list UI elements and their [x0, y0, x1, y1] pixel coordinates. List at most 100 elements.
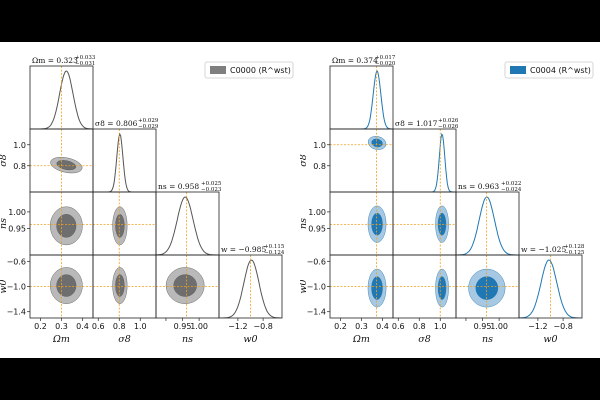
panel-title-sup: +0.029 — [138, 118, 159, 124]
panel-frame — [218, 254, 283, 319]
panel-3-3 — [518, 254, 583, 319]
panel-frame — [329, 65, 394, 130]
panel-1-1 — [92, 128, 157, 193]
x-tick-label: −1.2 — [228, 322, 247, 331]
y-tick-label: 1.0 — [13, 141, 26, 150]
x-tick-label: 1.00 — [190, 322, 208, 331]
x-tick-label: 0.3 — [355, 322, 368, 331]
x-axis-label: ns — [182, 334, 193, 345]
y-tick-label: −1.0 — [7, 283, 26, 292]
x-axis-label: w0 — [543, 334, 557, 345]
panel-content — [156, 192, 219, 255]
panel-title-sub: −0.026 — [438, 124, 459, 130]
panel-content — [330, 129, 393, 192]
panel-3-3 — [218, 254, 283, 319]
panel-title-sup: +0.128 — [564, 244, 585, 250]
panel-content — [456, 192, 519, 255]
contour-1sigma — [437, 276, 447, 300]
y-tick-label: −0.6 — [7, 257, 26, 266]
x-tick-label: 0.8 — [113, 322, 126, 331]
x-tick-label: 0.4 — [376, 322, 389, 331]
panel-content — [30, 66, 93, 129]
panel-content — [30, 129, 93, 192]
y-tick-label: 0.8 — [313, 162, 326, 171]
panel-content — [219, 255, 282, 318]
marginal-curve — [393, 133, 456, 192]
panel-content — [393, 255, 456, 318]
panel-title: Ωm = 0.374 — [332, 56, 378, 65]
x-tick-label: 0.95 — [474, 322, 492, 331]
panel-3-0 — [329, 254, 394, 319]
panel-title: σ8 = 1.017 — [395, 119, 438, 128]
x-tick-label: −0.8 — [553, 322, 572, 331]
panel-2-2 — [155, 191, 220, 256]
panel-frame — [329, 128, 394, 193]
x-axis-label: Ωm — [52, 334, 70, 345]
y-axis-label: ns — [0, 218, 9, 229]
panel-title-sup: +0.115 — [264, 244, 285, 250]
x-tick-label: 0.3 — [55, 322, 68, 331]
y-tick-label: 0.95 — [308, 224, 326, 233]
legend-label: C0000 (R^wst) — [230, 66, 291, 75]
panel-2-2 — [455, 191, 520, 256]
x-tick-label: 1.00 — [490, 322, 508, 331]
panel-content — [456, 255, 519, 318]
panel-content — [93, 255, 156, 318]
y-axis-label: w0 — [300, 279, 309, 293]
y-tick-label: −1.4 — [7, 308, 26, 317]
y-tick-label: −1.0 — [307, 283, 326, 292]
marginal-curve — [156, 196, 219, 255]
y-tick-label: 1.00 — [8, 208, 26, 217]
panel-title: Ωm = 0.323 — [32, 56, 78, 65]
panel-title-sub: −0.031 — [75, 61, 95, 67]
panel-1-0 — [329, 128, 394, 193]
panel-content — [156, 255, 219, 318]
contour-1sigma — [115, 274, 125, 297]
panel-title-sub: −0.029 — [138, 124, 159, 130]
panel-title-sub: −0.125 — [564, 250, 585, 256]
legend-swatch — [510, 66, 526, 74]
x-tick-label: 0.6 — [92, 322, 105, 331]
marginal-curve — [330, 70, 393, 129]
x-tick-label: 0.8 — [413, 322, 426, 331]
panel-content — [93, 192, 156, 255]
x-axis-label: ns — [482, 334, 493, 345]
marginal-curve — [93, 132, 156, 192]
contour-1sigma — [56, 274, 77, 297]
y-axis-label: ns — [300, 218, 309, 229]
panel-3-1 — [392, 254, 457, 319]
y-tick-label: 1.0 — [313, 141, 326, 150]
x-tick-label: 0.2 — [334, 322, 347, 331]
panel-title-sup: +0.025 — [201, 181, 222, 187]
panel-title-sub: −0.020 — [375, 61, 396, 67]
panel-frame — [518, 254, 583, 319]
x-axis-label: σ8 — [418, 334, 431, 345]
panel-content — [330, 192, 393, 255]
panel-content — [519, 255, 582, 318]
x-axis-label: w0 — [243, 334, 257, 345]
panel-2-1 — [392, 191, 457, 256]
panel-content — [330, 66, 393, 129]
x-tick-label: 0.6 — [392, 322, 405, 331]
panel-content — [30, 255, 93, 318]
x-tick-label: −0.8 — [253, 322, 272, 331]
panel-title: w = −1.025 — [521, 245, 566, 254]
panel-frame — [392, 128, 457, 193]
x-tick-label: 0.95 — [174, 322, 192, 331]
panel-title: w = −0.985 — [221, 245, 266, 254]
panel-2-0 — [29, 191, 94, 256]
contour-1sigma — [173, 274, 197, 297]
panel-title: ns = 0.963 — [458, 182, 499, 191]
x-tick-label: 0.4 — [76, 322, 89, 331]
y-axis-label: σ8 — [300, 154, 309, 167]
y-tick-label: −0.6 — [307, 257, 326, 266]
legend-label: C0004 (R^wst) — [530, 66, 591, 75]
panel-title-sup: +0.017 — [375, 55, 396, 61]
panel-title: σ8 = 0.806 — [95, 119, 138, 128]
panel-title: ns = 0.958 — [158, 182, 199, 191]
panel-content — [393, 129, 456, 192]
contour-1sigma — [371, 276, 383, 300]
